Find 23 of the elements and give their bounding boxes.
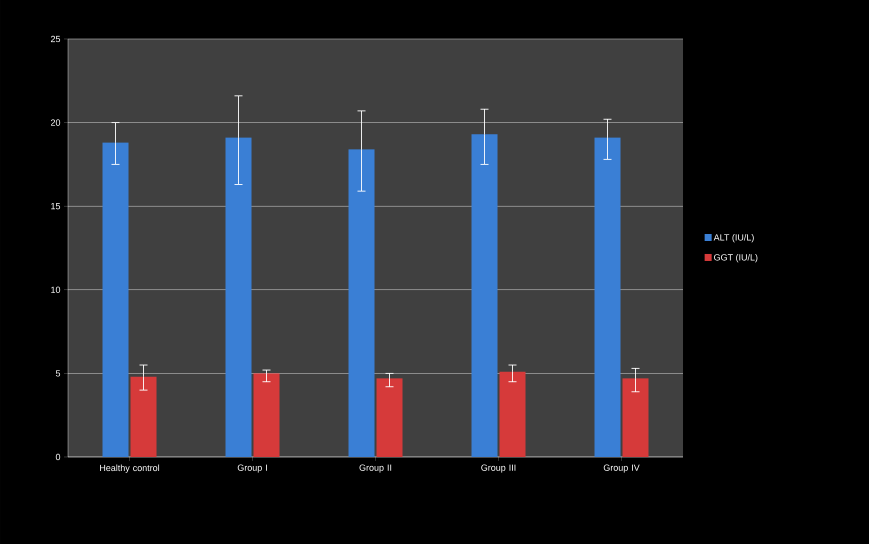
- x-tick-label: Group II: [360, 464, 392, 473]
- bar: [472, 134, 498, 457]
- y-tick-label: 20: [50, 119, 60, 126]
- bar: [376, 378, 403, 457]
- x-tick-label: Group IV: [604, 464, 640, 473]
- y-tick-label: 10: [51, 286, 60, 293]
- bar: [102, 142, 129, 457]
- x-tick-label: Group I: [238, 464, 267, 473]
- y-tick-label: 15: [51, 203, 60, 210]
- bar: [500, 372, 526, 457]
- bar: [254, 373, 280, 457]
- bar: [348, 149, 375, 457]
- y-tick-label: 25: [50, 36, 60, 42]
- bar: [594, 138, 621, 457]
- bar: [130, 376, 157, 457]
- bar: [622, 378, 649, 457]
- x-tick-label: Healthy control: [100, 464, 160, 473]
- y-tick-label: 0: [56, 454, 60, 460]
- x-tick-label: Group III: [481, 464, 516, 473]
- legend-label: GGT (IU/L): [714, 254, 758, 262]
- legend-label: ALT (IU/L): [714, 234, 754, 242]
- y-tick-label: 5: [56, 370, 60, 377]
- bar: [226, 138, 252, 457]
